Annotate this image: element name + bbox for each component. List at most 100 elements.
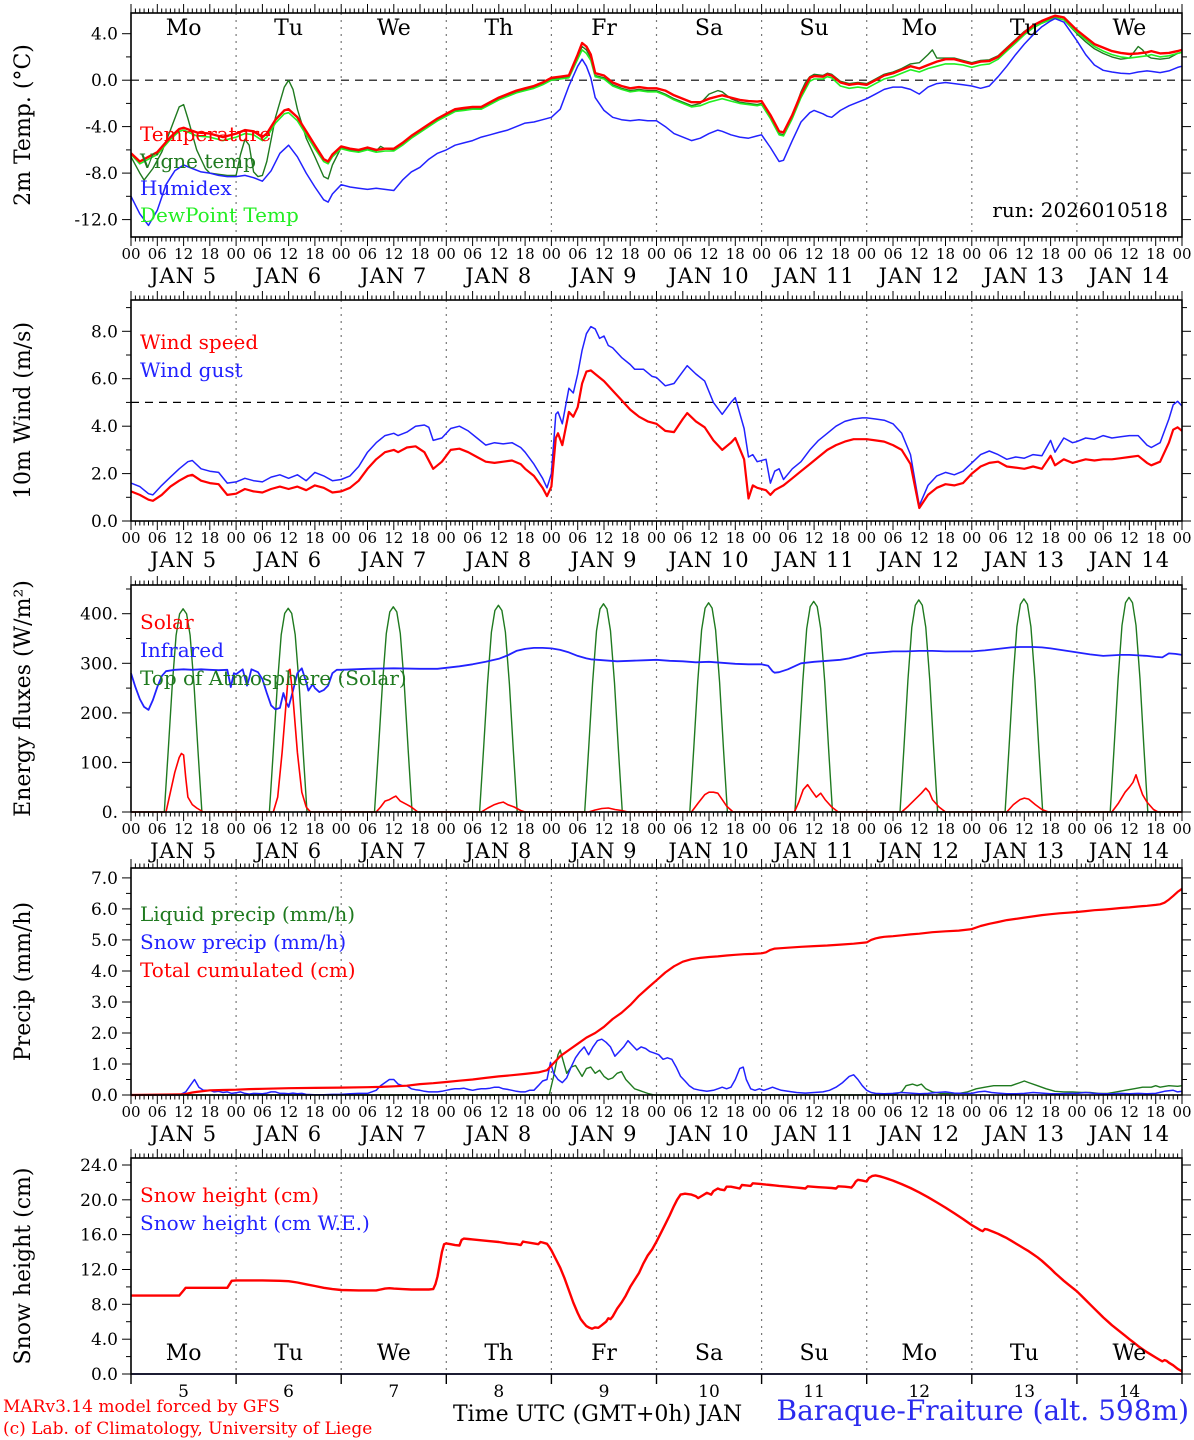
svg-text:00: 00: [647, 1103, 666, 1121]
svg-text:12: 12: [279, 245, 298, 263]
svg-text:18: 18: [726, 1103, 745, 1121]
time-axis-label: Time UTC (GMT+0h) JAN: [453, 1402, 743, 1427]
svg-text:12: 12: [910, 820, 929, 838]
run-label: run: 2026010518: [992, 198, 1168, 222]
svg-text:2m Temp. (°C): 2m Temp. (°C): [11, 44, 36, 206]
svg-text:00: 00: [121, 529, 140, 547]
svg-text:00: 00: [542, 1103, 561, 1121]
legend-snow-height: Snow height (cm): [140, 1183, 320, 1207]
series-humidex: [130, 17, 1183, 227]
svg-text:18: 18: [1146, 820, 1165, 838]
legend-humidex: Humidex: [140, 176, 232, 200]
svg-text:06: 06: [883, 820, 902, 838]
svg-text:12: 12: [1120, 1103, 1139, 1121]
svg-text:4.0: 4.0: [91, 417, 118, 437]
svg-text:18: 18: [200, 1103, 219, 1121]
svg-text:06: 06: [253, 529, 272, 547]
svg-text:JAN 14: JAN 14: [1087, 1122, 1170, 1146]
svg-text:18: 18: [621, 1103, 640, 1121]
svg-text:Tu: Tu: [274, 16, 303, 41]
svg-text:06: 06: [358, 529, 377, 547]
svg-text:Mo: Mo: [901, 1341, 937, 1366]
svg-text:12: 12: [489, 245, 508, 263]
svg-text:4.0: 4.0: [91, 1330, 118, 1350]
svg-text:3.0: 3.0: [91, 993, 118, 1013]
svg-text:06: 06: [778, 529, 797, 547]
panel-flux: 400. 300. 200. 100. 0. Energy fluxes (W/m²) 00…: [11, 576, 1192, 863]
svg-text:JAN 10: JAN 10: [666, 839, 749, 863]
svg-text:06: 06: [989, 820, 1008, 838]
svg-text:14: 14: [1119, 1382, 1141, 1402]
svg-text:18: 18: [410, 245, 429, 263]
svg-text:JAN 8: JAN 8: [463, 548, 532, 572]
legend-total-cumulated: Total cumulated (cm): [140, 958, 356, 982]
svg-text:00: 00: [962, 529, 981, 547]
svg-text:JAN 6: JAN 6: [253, 548, 322, 572]
svg-text:00: 00: [857, 529, 876, 547]
svg-text:10: 10: [698, 1382, 720, 1402]
svg-text:12: 12: [594, 529, 613, 547]
svg-text:JAN 7: JAN 7: [358, 264, 427, 288]
svg-text:JAN 14: JAN 14: [1087, 264, 1170, 288]
svg-text:06: 06: [253, 245, 272, 263]
series-dewpoint-temp: [130, 17, 1183, 165]
svg-text:6.0: 6.0: [91, 370, 118, 390]
svg-text:00: 00: [332, 529, 351, 547]
panel-wind: 8.0 6.0 4.0 2.0 0.0 10m Wind (m/s) 00 06 12 18 00 0…: [11, 291, 1192, 572]
svg-text:12: 12: [805, 245, 824, 263]
svg-text:JAN 5: JAN 5: [148, 1122, 217, 1146]
svg-text:Mo: Mo: [166, 16, 202, 41]
svg-text:Th: Th: [484, 16, 513, 41]
svg-text:18: 18: [831, 245, 850, 263]
svg-text:06: 06: [568, 245, 587, 263]
svg-text:00: 00: [437, 245, 456, 263]
svg-text:0.: 0.: [102, 803, 118, 823]
svg-text:06: 06: [1094, 529, 1113, 547]
svg-text:06: 06: [778, 1103, 797, 1121]
svg-text:12: 12: [384, 820, 403, 838]
svg-text:12: 12: [1015, 1103, 1034, 1121]
svg-text:JAN 13: JAN 13: [982, 1122, 1065, 1146]
svg-text:Tu: Tu: [1010, 16, 1039, 41]
svg-text:12.0: 12.0: [80, 1261, 118, 1281]
legend-liquid-precip: Liquid precip (mm/h): [140, 902, 356, 926]
svg-text:00: 00: [857, 820, 876, 838]
svg-text:06: 06: [253, 820, 272, 838]
svg-text:12: 12: [384, 245, 403, 263]
svg-text:18: 18: [305, 529, 324, 547]
svg-text:00: 00: [542, 820, 561, 838]
svg-text:18: 18: [726, 245, 745, 263]
location-label: Baraque-Fraiture (alt. 598m): [776, 1394, 1189, 1427]
svg-text:12: 12: [279, 529, 298, 547]
panel-snow: 24.0 20.0 16.0 12.0 8.0 4.0 0.0 Snow height (cm…: [11, 1149, 1191, 1402]
svg-text:12: 12: [489, 529, 508, 547]
svg-text:200.: 200.: [80, 704, 118, 724]
svg-text:JAN 14: JAN 14: [1087, 839, 1170, 863]
svg-text:00: 00: [752, 820, 771, 838]
svg-text:0.0: 0.0: [91, 1086, 118, 1106]
svg-text:18: 18: [1041, 820, 1060, 838]
svg-text:Tu: Tu: [1010, 1341, 1039, 1366]
svg-text:13: 13: [1013, 1382, 1035, 1402]
svg-text:00: 00: [647, 820, 666, 838]
svg-text:06: 06: [148, 1103, 167, 1121]
svg-text:8.0: 8.0: [91, 322, 118, 342]
svg-text:Su: Su: [799, 1341, 828, 1366]
svg-text:18: 18: [1146, 1103, 1165, 1121]
svg-text:6.0: 6.0: [91, 900, 118, 920]
panel-temp: 4.0 0.0 -4.0 -8.0 -12.0 2m Temp. (°C) 00 06 12 18…: [11, 4, 1192, 288]
svg-text:8.0: 8.0: [91, 1295, 118, 1315]
svg-text:12: 12: [910, 245, 929, 263]
svg-text:JAN 11: JAN 11: [771, 548, 854, 572]
svg-text:18: 18: [1146, 529, 1165, 547]
svg-text:12: 12: [1015, 529, 1034, 547]
svg-text:2.0: 2.0: [91, 1024, 118, 1044]
svg-text:Fr: Fr: [591, 16, 617, 41]
svg-text:12: 12: [910, 529, 929, 547]
svg-text:Tu: Tu: [274, 1341, 303, 1366]
svg-text:18: 18: [200, 820, 219, 838]
svg-text:18: 18: [726, 529, 745, 547]
svg-text:JAN 7: JAN 7: [358, 1122, 427, 1146]
svg-text:18: 18: [516, 245, 535, 263]
svg-text:18: 18: [1146, 245, 1165, 263]
